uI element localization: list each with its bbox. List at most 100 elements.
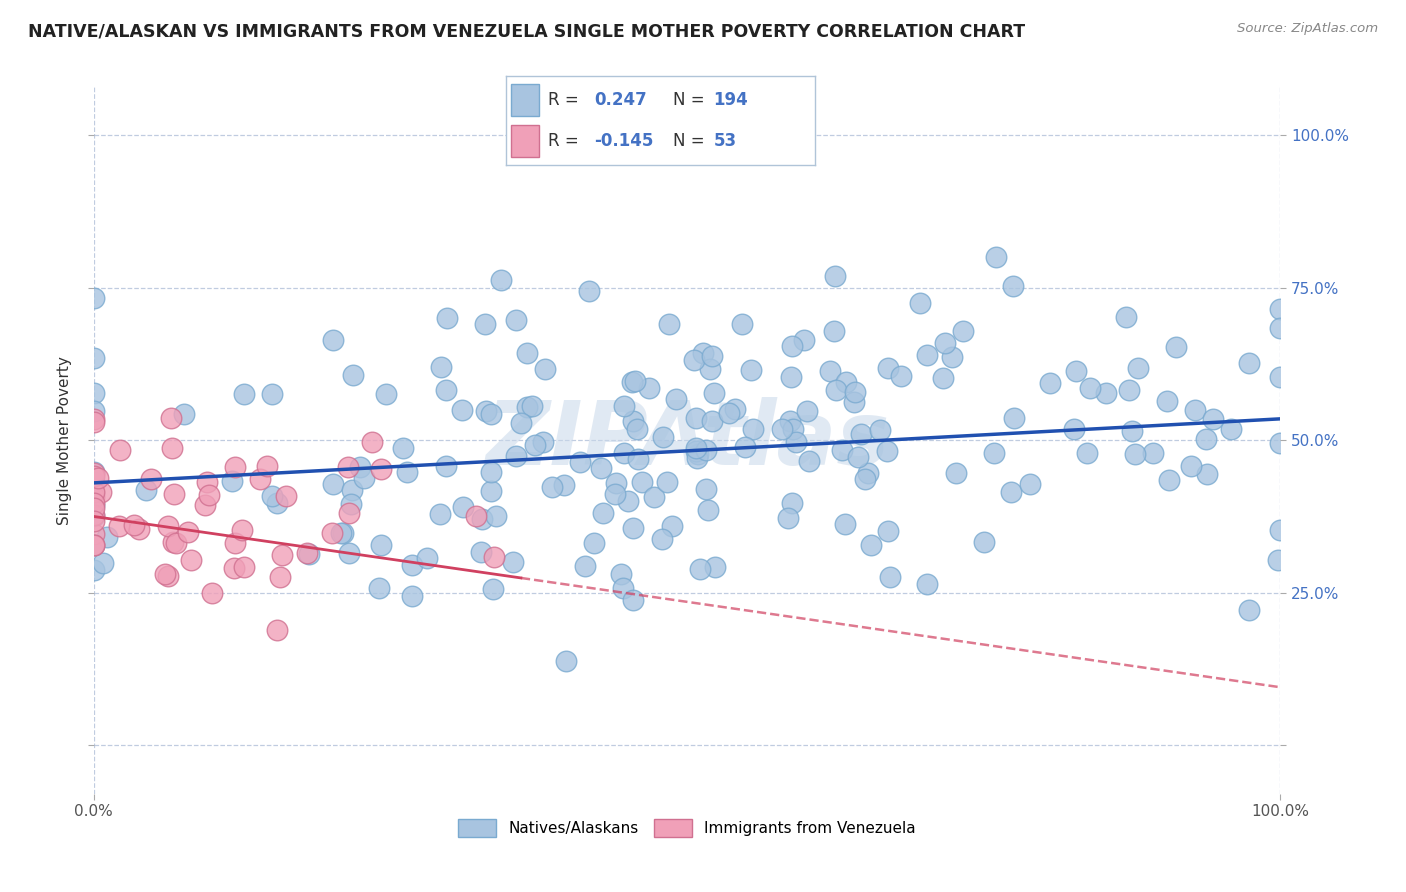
Point [1018,476,1040,491]
Point [846,450,869,465]
Point [658,318,681,332]
Point [523,438,546,452]
Point [195,475,218,490]
Point [627,451,650,466]
Point [271,549,294,563]
Point [890,368,912,383]
Point [153,567,176,582]
Point [479,483,502,498]
Point [436,310,458,325]
Point [932,371,955,385]
Point [162,535,184,549]
Point [321,525,343,540]
Point [1123,448,1146,462]
Point [661,518,683,533]
Point [198,488,221,502]
Point [179,553,201,567]
Point [685,443,707,458]
Point [638,381,661,395]
Point [502,555,524,569]
Point [973,535,995,549]
Point [222,560,245,574]
Point [83,538,105,552]
Point [516,400,538,414]
Point [330,525,353,540]
Point [908,296,931,310]
Point [1184,402,1206,417]
Point [194,498,217,512]
Point [685,411,707,425]
Point [260,386,283,401]
Point [695,442,717,457]
Point [91,556,114,570]
Point [368,581,391,595]
Point [509,416,531,430]
Point [110,442,132,457]
Point [856,467,879,481]
Point [479,465,502,479]
Point [83,416,105,430]
Point [824,268,846,283]
Point [249,472,271,486]
Text: NATIVE/ALASKAN VS IMMIGRANTS FROM VENEZUELA SINGLE MOTHER POVERTY CORRELATION CH: NATIVE/ALASKAN VS IMMIGRANTS FROM VENEZU… [28,22,1025,40]
Point [849,426,872,441]
Point [1063,422,1085,436]
Point [531,435,554,450]
Point [945,467,967,481]
Point [718,406,741,420]
Point [734,441,756,455]
Point [233,560,256,574]
Point [516,346,538,360]
Point [941,350,963,364]
Point [436,459,458,474]
Point [86,471,108,485]
Point [703,559,725,574]
Point [541,480,564,494]
Point [83,496,105,510]
Point [603,486,626,500]
Point [1000,484,1022,499]
Point [482,582,505,596]
Point [1064,363,1087,377]
Point [1126,360,1149,375]
Point [337,459,360,474]
Point [626,422,648,436]
Point [877,361,900,376]
Point [83,563,105,577]
Text: R =: R = [548,91,579,109]
Point [266,623,288,637]
Point [621,521,644,535]
Point [613,446,636,460]
Point [370,538,392,552]
Point [231,523,253,537]
Point [1180,458,1202,473]
Point [1267,553,1289,567]
Point [269,569,291,583]
Point [479,407,502,421]
Point [83,526,105,541]
Point [770,422,793,436]
Point [686,451,709,466]
Point [779,414,801,428]
Point [83,385,105,400]
Point [780,339,803,353]
Point [221,474,243,488]
Point [157,519,180,533]
Point [876,444,898,458]
Point [1039,376,1062,390]
Text: 0.247: 0.247 [595,91,647,109]
Text: Source: ZipAtlas.com: Source: ZipAtlas.com [1237,22,1378,36]
Point [823,324,845,338]
Point [266,496,288,510]
Point [842,395,865,409]
Point [1121,424,1143,438]
Point [1195,467,1218,481]
Point [83,403,105,417]
Point [692,346,714,360]
Point [396,465,419,479]
Point [793,334,815,348]
Point [621,593,644,607]
Legend: Natives/Alaskans, Immigrants from Venezuela: Natives/Alaskans, Immigrants from Venezu… [451,814,922,843]
Point [332,526,354,541]
Point [295,546,318,560]
